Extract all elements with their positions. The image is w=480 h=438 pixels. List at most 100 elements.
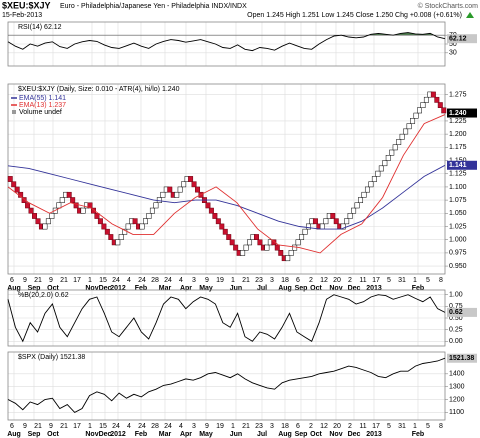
x-day-label: 6	[296, 277, 300, 284]
renko-down-brick	[312, 218, 318, 225]
x-month-label: Dec	[348, 431, 361, 438]
renko-up-brick	[160, 191, 166, 198]
renko-down-brick	[434, 96, 440, 103]
x-day-label: 11	[359, 423, 366, 430]
symbol: $XEU:$XJY	[2, 0, 51, 10]
renko-up-brick	[340, 223, 346, 230]
x-day-label: 24	[112, 277, 120, 284]
price-tag	[447, 108, 477, 118]
x-day-label: 21	[60, 277, 68, 284]
renko-up-brick	[392, 144, 398, 151]
renko-down-brick	[208, 207, 214, 214]
x-day-label: 2	[348, 277, 352, 284]
x-day-label: 2	[348, 423, 352, 430]
price-tag	[447, 307, 477, 317]
renko-up-brick	[149, 207, 155, 214]
renko-up-brick	[423, 96, 429, 103]
y-tick-label: 1100	[449, 409, 464, 416]
legend-label: EMA(55) 1.141	[19, 95, 66, 102]
line-series	[7, 357, 446, 413]
renko-up-brick	[302, 228, 308, 235]
line-series	[7, 32, 446, 52]
renko-down-brick	[430, 91, 436, 98]
y-tick-label: 1.025	[449, 223, 467, 230]
instrument-name: Euro - Philadelphia/Japanese Yen - Phila…	[60, 3, 247, 10]
x-day-label: 3	[192, 423, 196, 430]
renko-up-brick	[399, 133, 405, 140]
x-day-label: 12	[320, 423, 328, 430]
x-month-label: 2013	[366, 285, 382, 292]
x-month-label: Apr	[180, 431, 192, 438]
renko-up-brick	[354, 202, 360, 209]
renko-down-brick	[25, 202, 31, 209]
renko-up-brick	[80, 207, 86, 214]
x-month-label: Mar	[159, 285, 172, 292]
x-month-label: Dec	[348, 285, 361, 292]
price-tag	[447, 353, 477, 363]
y-tick-label: 1300	[449, 383, 465, 390]
renko-up-brick	[347, 213, 353, 219]
renko-up-brick	[375, 170, 381, 177]
y-tick-label: 50	[449, 41, 457, 48]
renko-up-brick	[323, 218, 329, 225]
y-tick-label: 0.75	[449, 303, 463, 310]
ema-line	[7, 114, 446, 254]
x-day-label: 1	[88, 277, 92, 284]
y-tick-label: 1.175	[449, 144, 467, 151]
renko-down-brick	[257, 239, 263, 246]
x-day-label: 11	[359, 277, 366, 284]
renko-up-brick	[417, 107, 422, 114]
x-month-label: Oct	[310, 285, 322, 292]
renko-down-brick	[11, 181, 17, 188]
renko-down-brick	[28, 207, 34, 214]
x-day-label: 3	[270, 277, 274, 284]
renko-up-brick	[364, 186, 370, 193]
renko-up-brick	[264, 244, 270, 251]
y-tick-label: 0.950	[449, 263, 467, 270]
x-day-label: 17	[73, 423, 81, 430]
x-day-label: 6	[10, 423, 14, 430]
x-month-label: Oct	[47, 285, 59, 292]
x-day-label: 5	[387, 277, 391, 284]
x-day-label: 31	[398, 277, 406, 284]
x-month-label: May	[199, 431, 213, 438]
renko-up-brick	[174, 191, 180, 198]
y-tick-label: 1.225	[449, 118, 467, 125]
renko-down-brick	[212, 213, 218, 219]
x-day-label: 19	[216, 423, 224, 430]
x-day-label: 3	[192, 277, 196, 284]
renko-up-brick	[118, 234, 124, 240]
x-month-label: 2013	[366, 431, 382, 438]
x-month-label: Oct	[47, 431, 59, 438]
price-tag-label: 1.240	[449, 110, 467, 117]
renko-up-brick	[358, 197, 364, 204]
x-month-label: May	[199, 285, 213, 292]
renko-up-brick	[403, 128, 409, 135]
x-month-label: Mar	[159, 431, 172, 438]
x-day-label: 21	[242, 423, 250, 430]
x-month-label: Nov	[329, 431, 342, 438]
x-month-label: Aug	[7, 431, 21, 438]
x-day-label: 24	[164, 277, 172, 284]
renko-down-brick	[330, 213, 336, 219]
renko-down-brick	[108, 234, 114, 240]
quote: Open 1.245 High 1.251 Low 1.245 Close 1.…	[247, 12, 462, 19]
renko-down-brick	[35, 218, 41, 225]
renko-up-brick	[288, 250, 294, 256]
renko-up-brick	[344, 218, 350, 225]
x-month-label: Aug	[278, 431, 292, 438]
x-month-label: Nov	[85, 431, 98, 438]
credit: © StockCharts.com	[418, 2, 479, 10]
x-month-label: Jul	[257, 285, 267, 292]
renko-down-brick	[167, 186, 173, 193]
renko-down-brick	[188, 176, 194, 182]
x-day-label: 28	[151, 277, 159, 284]
x-month-label: Aug	[278, 285, 292, 292]
renko-up-brick	[181, 181, 187, 188]
legend-swatch	[12, 110, 16, 114]
x-day-label: 1	[413, 277, 417, 284]
y-tick-label: 0.25	[449, 327, 463, 334]
renko-down-brick	[104, 228, 110, 235]
panel-frame	[7, 289, 446, 347]
